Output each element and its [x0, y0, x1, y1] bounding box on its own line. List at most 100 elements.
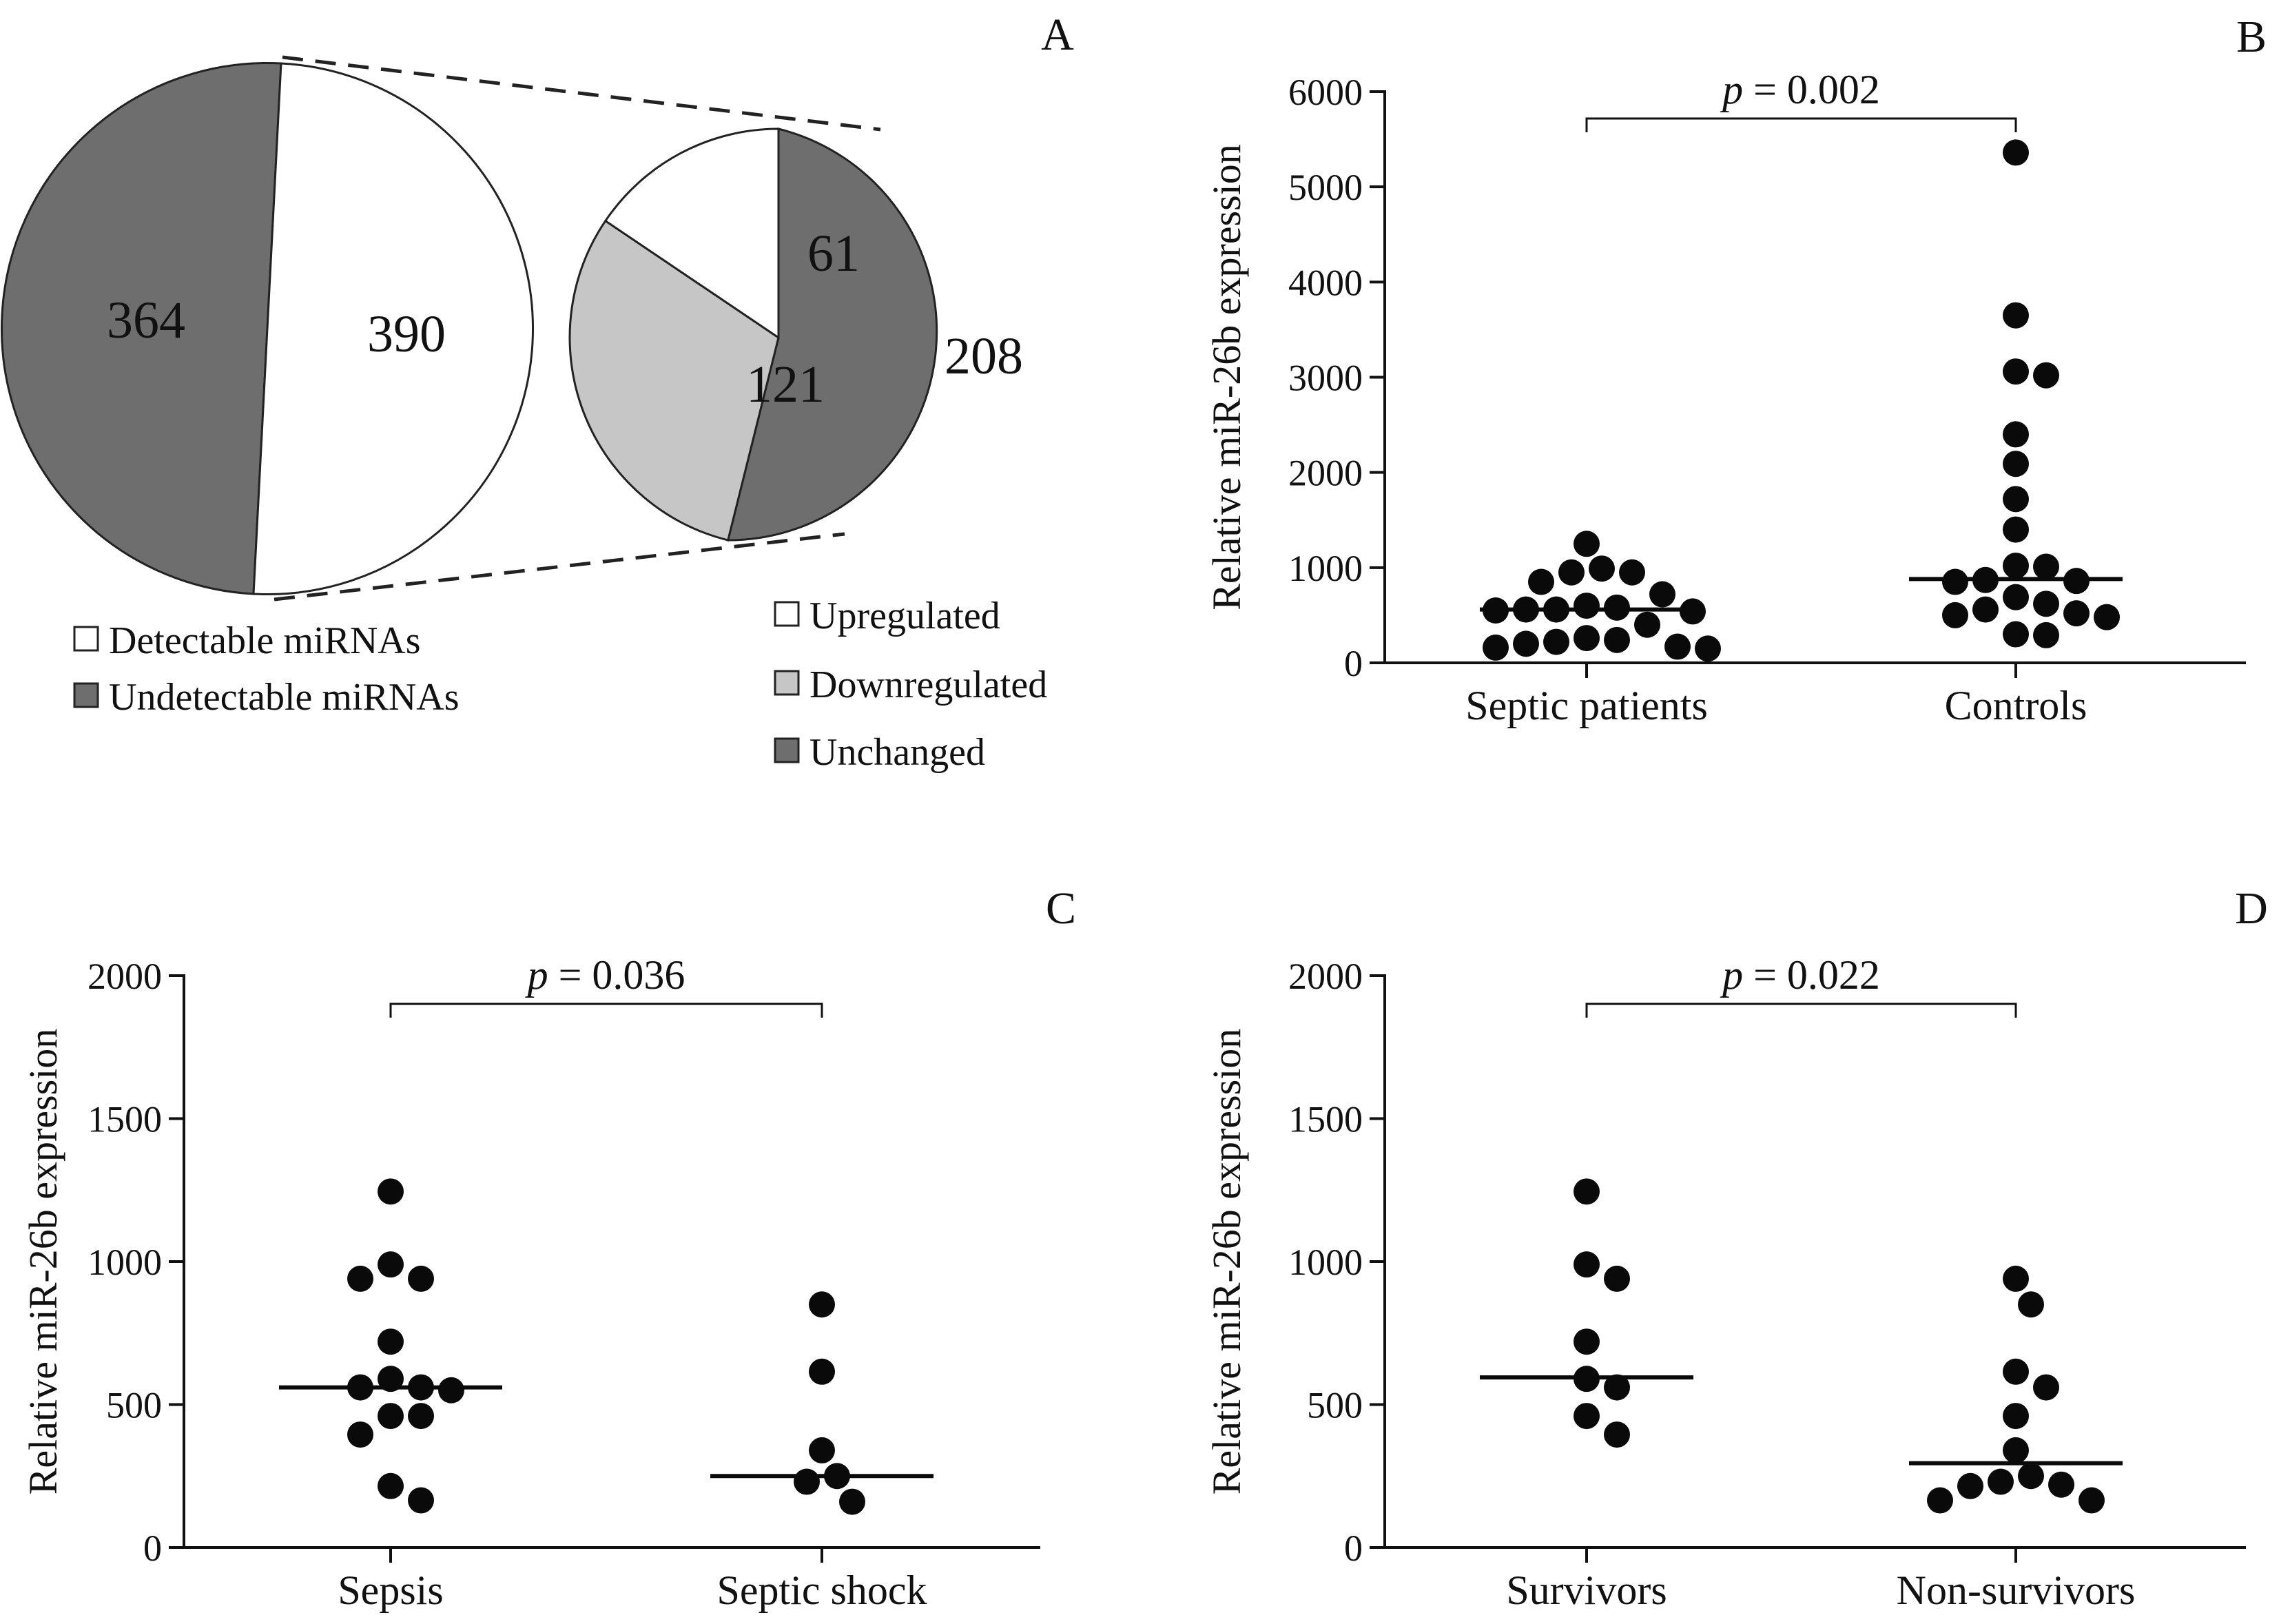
data-point-0-6	[1574, 593, 1600, 619]
y-tick-label: 500	[106, 1385, 162, 1426]
data-point-1-0	[2003, 139, 2029, 166]
data-point-0-5	[1649, 581, 1675, 608]
x-tick-label: Septic shock	[717, 1568, 927, 1613]
data-point-1-6	[2018, 1463, 2044, 1490]
data-point-1-5	[2003, 451, 2029, 477]
legend-upregulated: Upregulated	[809, 595, 1000, 637]
data-point-1-4	[2003, 421, 2029, 448]
data-point-0-14	[1604, 626, 1630, 653]
data-point-1-2	[809, 1437, 835, 1463]
legend-unchanged-swatch	[774, 737, 800, 763]
panel-label-c: C	[1046, 883, 1076, 934]
data-point-0-4	[378, 1328, 404, 1355]
data-point-0-12	[378, 1472, 404, 1499]
p-value-label: p = 0.022	[1720, 952, 1880, 998]
data-point-1-18	[2094, 604, 2120, 630]
data-point-1-9	[1957, 1472, 1983, 1499]
data-point-0-13	[408, 1487, 434, 1514]
x-tick-label: Septic patients	[1465, 683, 1708, 728]
legend-detectable: Detectable miRNAs	[109, 619, 421, 662]
p-value-text: = 0.022	[1743, 952, 1880, 998]
data-point-1-19	[2003, 621, 2029, 648]
y-axis-label: Relative miR-26b expression	[1204, 144, 1249, 610]
p-value-text: = 0.002	[1743, 67, 1880, 112]
data-point-1-1	[809, 1358, 835, 1385]
data-point-1-17	[1942, 602, 1968, 628]
data-point-1-3	[2033, 1374, 2059, 1401]
pie-label-upregulated: 61	[807, 225, 860, 282]
data-point-0-19	[1695, 635, 1721, 662]
data-point-1-13	[2003, 584, 2029, 610]
data-point-0-2	[1558, 559, 1585, 586]
panel-c: C 0 500 1000 1500 2000 Relative miR-26b expres…	[21, 883, 1076, 1613]
legend-downregulated-swatch	[774, 670, 800, 696]
pie-slice-upregulated	[604, 127, 780, 340]
y-tick-label: 0	[1344, 643, 1363, 684]
significance-bracket	[1585, 1003, 2017, 1018]
data-point-1-8	[2048, 1471, 2074, 1498]
y-tick-label: 0	[1344, 1528, 1363, 1569]
legend-downregulated: Downregulated	[809, 664, 1047, 706]
pie-label-unchanged: 208	[945, 327, 1023, 385]
data-point-0-5	[1604, 1374, 1630, 1401]
y-axis-label: Relative miR-26b expression	[1204, 1029, 1249, 1495]
data-point-1-5	[839, 1488, 865, 1515]
legend-unchanged: Unchanged	[809, 731, 985, 774]
data-point-0-0	[1574, 1178, 1600, 1205]
y-tick-label: 5000	[1288, 167, 1363, 208]
panel-d: D 0 500 1000 1500 2000 Relative miR-26b expres…	[1204, 883, 2268, 1613]
y-tick-label: 1500	[1288, 1099, 1363, 1140]
panel-label-d: D	[2235, 883, 2268, 934]
data-point-1-8	[2003, 553, 2029, 579]
data-point-0-2	[1604, 1265, 1630, 1292]
y-tick-label: 2000	[87, 956, 162, 997]
data-point-0-7	[1604, 1421, 1630, 1448]
data-point-0-10	[408, 1403, 434, 1430]
panel-a: A 390 364 61 121 208 Detectable miRNAs Undetect…	[1, 10, 1074, 774]
p-value-symbol: p	[1720, 67, 1743, 112]
legend-undetectable: Undetectable miRNAs	[109, 676, 460, 719]
data-point-0-0	[1574, 531, 1600, 557]
p-value-symbol: p	[525, 952, 548, 998]
y-axis-label: Relative miR-26b expression	[21, 1029, 65, 1495]
data-point-0-8	[438, 1377, 464, 1404]
data-point-1-3	[2033, 362, 2059, 389]
data-point-0-11	[347, 1421, 373, 1448]
data-point-0-4	[1528, 568, 1554, 595]
data-point-1-14	[2033, 590, 2059, 617]
data-point-1-5	[2003, 1437, 2029, 1463]
connector-top	[282, 55, 881, 132]
y-tick-label: 1500	[87, 1099, 162, 1140]
y-tick-label: 1000	[87, 1242, 162, 1283]
data-point-1-1	[2018, 1291, 2044, 1318]
y-tick-label: 6000	[1288, 72, 1363, 113]
pie-label-undetectable: 364	[107, 291, 185, 349]
data-point-0-3	[347, 1265, 373, 1292]
pie-label-downregulated: 121	[746, 356, 825, 413]
data-point-1-4	[2003, 1403, 2029, 1430]
y-tick-label: 1000	[1288, 1242, 1363, 1283]
y-tick-label: 2000	[1288, 956, 1363, 997]
panel-label-b: B	[2236, 12, 2267, 62]
data-point-0-1	[1574, 1251, 1600, 1278]
data-point-1-11	[1927, 1487, 1953, 1514]
data-point-1-0	[809, 1291, 835, 1318]
data-point-0-13	[1574, 625, 1600, 652]
data-point-0-17	[1664, 633, 1691, 660]
data-point-0-2	[408, 1265, 434, 1292]
legend-undetectable-swatch	[73, 682, 99, 708]
data-point-0-6	[1574, 1403, 1600, 1430]
p-value-symbol: p	[1720, 952, 1743, 998]
significance-bracket	[1585, 117, 2017, 132]
data-point-1-2	[2003, 358, 2029, 385]
data-point-1-6	[2003, 486, 2029, 513]
data-point-0-18	[1483, 634, 1509, 661]
p-value-label: p = 0.036	[525, 952, 685, 998]
legend-detectable-swatch	[73, 626, 99, 652]
y-tick-label: 500	[1307, 1385, 1363, 1426]
data-point-0-12	[1634, 611, 1660, 638]
data-point-1-9	[2033, 553, 2059, 580]
data-point-1-16	[2063, 600, 2090, 627]
pie-label-detectable: 390	[367, 305, 446, 363]
